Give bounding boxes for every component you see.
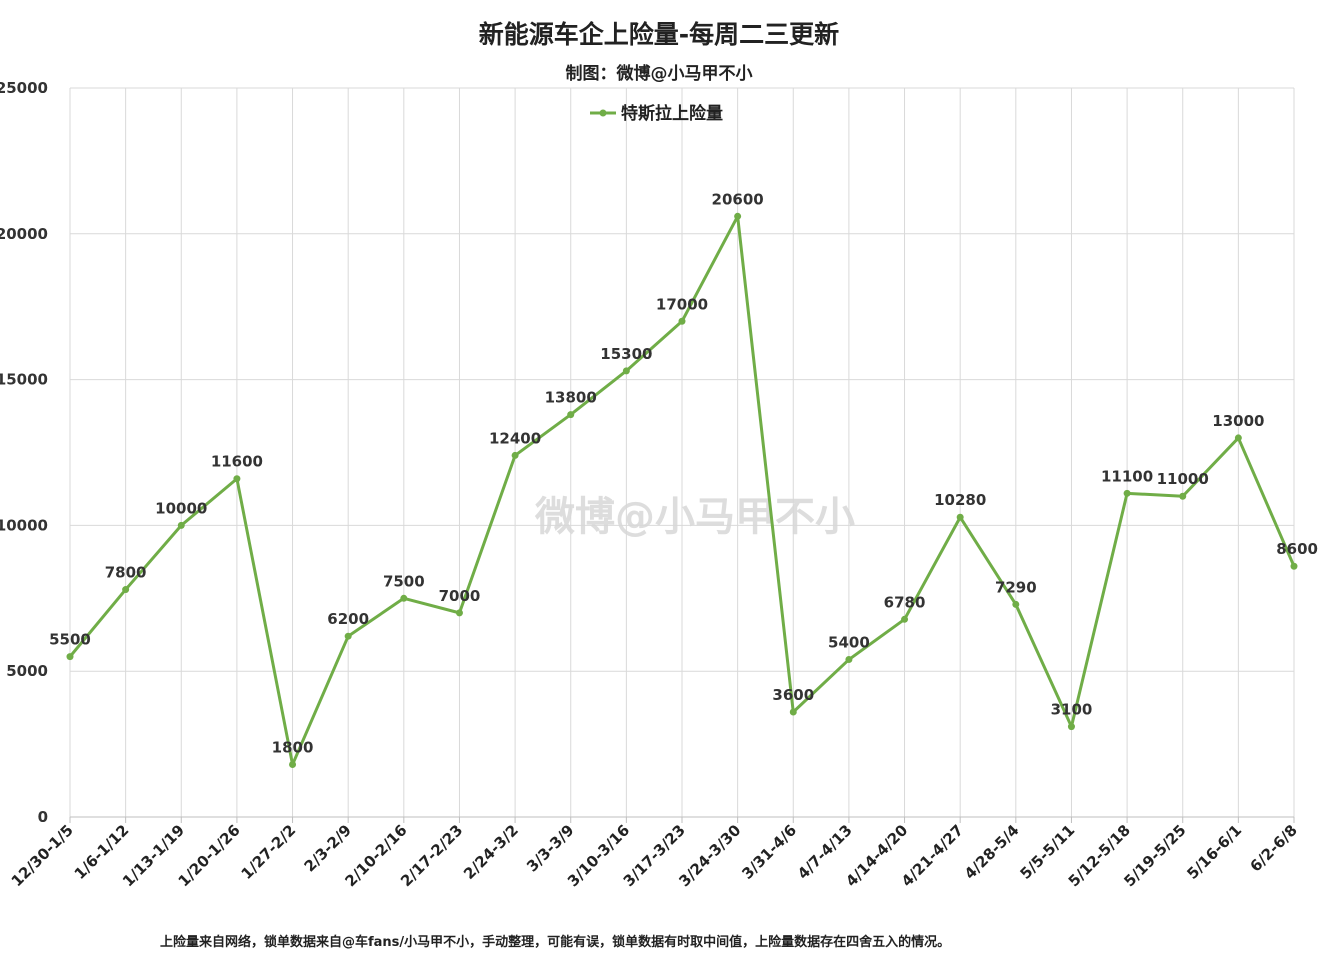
data-point xyxy=(845,656,853,664)
data-point xyxy=(901,615,909,623)
data-label: 11000 xyxy=(1157,470,1209,488)
data-label: 7290 xyxy=(995,578,1037,596)
data-point xyxy=(511,451,519,459)
legend-label: 特斯拉上险量 xyxy=(621,103,723,124)
data-label: 15300 xyxy=(600,345,652,363)
legend: 特斯拉上险量 xyxy=(590,103,723,124)
data-point xyxy=(177,521,185,529)
data-label: 20600 xyxy=(712,190,764,208)
data-label: 3100 xyxy=(1051,701,1093,719)
data-point xyxy=(122,586,130,594)
data-point xyxy=(622,367,630,375)
data-point xyxy=(344,632,352,640)
data-point xyxy=(1012,600,1020,608)
y-tick-label: 20000 xyxy=(0,225,48,243)
chart-subtitle: 制图：微博@小马甲不小 xyxy=(566,63,753,84)
y-tick-label: 25000 xyxy=(0,79,48,97)
data-label: 5400 xyxy=(828,634,870,652)
data-label: 7000 xyxy=(439,587,481,605)
data-label: 11600 xyxy=(211,453,263,471)
data-label: 12400 xyxy=(489,429,541,447)
data-point xyxy=(66,653,74,661)
data-label: 8600 xyxy=(1276,540,1318,558)
data-point xyxy=(678,317,686,325)
data-point xyxy=(956,513,964,521)
y-tick-label: 0 xyxy=(38,808,48,826)
data-point xyxy=(734,212,742,220)
data-point xyxy=(1290,562,1298,570)
data-point xyxy=(289,761,297,769)
data-label: 6200 xyxy=(327,610,369,628)
data-label: 13000 xyxy=(1212,412,1264,430)
data-point xyxy=(567,411,575,419)
data-label: 10000 xyxy=(155,499,207,517)
data-point xyxy=(455,609,463,617)
data-label: 6780 xyxy=(884,593,926,611)
y-tick-label: 10000 xyxy=(0,516,48,534)
y-tick-label: 5000 xyxy=(6,662,48,680)
data-labels: 5500 7800 10000 11600 1800 6200 7500 7000 12400 1… xyxy=(49,190,1318,756)
footnote: 上险量来自网络，锁单数据来自@车fans/小马甲不小，手动整理，可能有误，锁单数… xyxy=(160,934,950,950)
data-point xyxy=(1234,434,1242,442)
data-label: 3600 xyxy=(772,686,814,704)
grid xyxy=(69,87,1295,817)
data-label: 13800 xyxy=(545,389,597,407)
data-point xyxy=(1179,492,1187,500)
data-label: 17000 xyxy=(656,295,708,313)
chart-title: 新能源车企上险量-每周二三更新 xyxy=(479,20,839,49)
y-tick-label: 15000 xyxy=(0,371,48,389)
data-label: 11100 xyxy=(1101,467,1153,485)
data-label: 7500 xyxy=(383,572,425,590)
data-point xyxy=(233,475,241,483)
series xyxy=(66,212,1298,769)
data-label: 5500 xyxy=(49,631,91,649)
legend-marker-icon xyxy=(599,109,607,117)
data-point xyxy=(1123,489,1131,497)
data-label: 10280 xyxy=(934,491,986,509)
data-label: 1800 xyxy=(272,739,314,757)
data-point xyxy=(789,708,797,716)
data-point xyxy=(1067,723,1075,731)
watermark-text: 微博@小马甲不小 xyxy=(534,494,855,540)
data-point xyxy=(400,594,408,602)
data-label: 7800 xyxy=(105,564,147,582)
